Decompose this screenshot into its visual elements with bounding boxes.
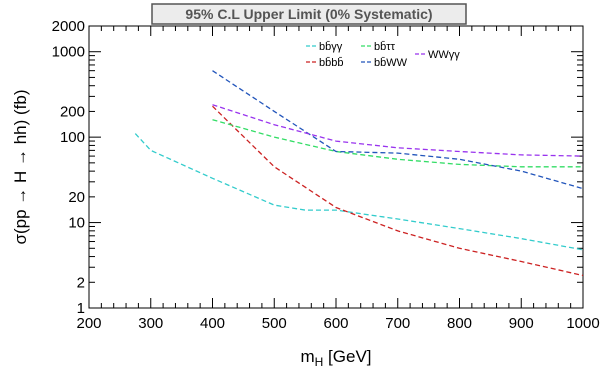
series-line-2 xyxy=(212,105,584,277)
title-box xyxy=(151,3,467,25)
y-tick-label: 200 xyxy=(60,103,85,120)
x-tick-label: 800 xyxy=(447,315,472,332)
chart-title: 95% C.L Upper Limit (0% Systematic) xyxy=(185,6,432,22)
x-tick-label: 900 xyxy=(509,315,534,332)
x-tick-label: 600 xyxy=(323,315,348,332)
x-tick-label: 400 xyxy=(200,315,225,332)
series-line-4 xyxy=(212,70,584,190)
y-tick-label: 2000 xyxy=(52,18,85,35)
legend-label: WWγγ xyxy=(428,49,460,61)
axis-ticks: 200 300 400 500 600 700 800 900 1000 1 2 10 20 100 200… xyxy=(52,18,600,332)
series-line-5 xyxy=(212,104,584,157)
legend-label: bb̄γγ xyxy=(319,40,343,53)
series-lines xyxy=(134,70,584,277)
y-tick-label: 2 xyxy=(77,274,85,291)
y-tick-label: 1000 xyxy=(52,44,85,61)
series-line-1 xyxy=(134,133,584,251)
y-axis-title: σ(pp → H → hh) (fb) xyxy=(11,89,30,244)
x-tick-label: 500 xyxy=(262,315,287,332)
x-tick-label: 1000 xyxy=(566,315,599,332)
x-axis-title: mH [GeV] xyxy=(300,347,371,369)
y-tick-label: 10 xyxy=(68,215,85,232)
series-line-3 xyxy=(212,119,583,168)
x-tick-label: 300 xyxy=(138,315,163,332)
y-tick-label: 100 xyxy=(60,129,85,146)
y-tick-label: 20 xyxy=(68,189,85,206)
x-tick-label: 700 xyxy=(385,315,410,332)
legend-label: bb̄bb̄ xyxy=(319,56,343,69)
legend: bb̄γγ bb̄bb̄ bb̄ττ bb̄WW WWγγ xyxy=(306,40,460,69)
y-tick-label: 1 xyxy=(77,300,85,317)
legend-label: bb̄ττ xyxy=(374,40,396,53)
x-tick-label: 200 xyxy=(76,315,101,332)
legend-label: bb̄WW xyxy=(374,56,408,69)
